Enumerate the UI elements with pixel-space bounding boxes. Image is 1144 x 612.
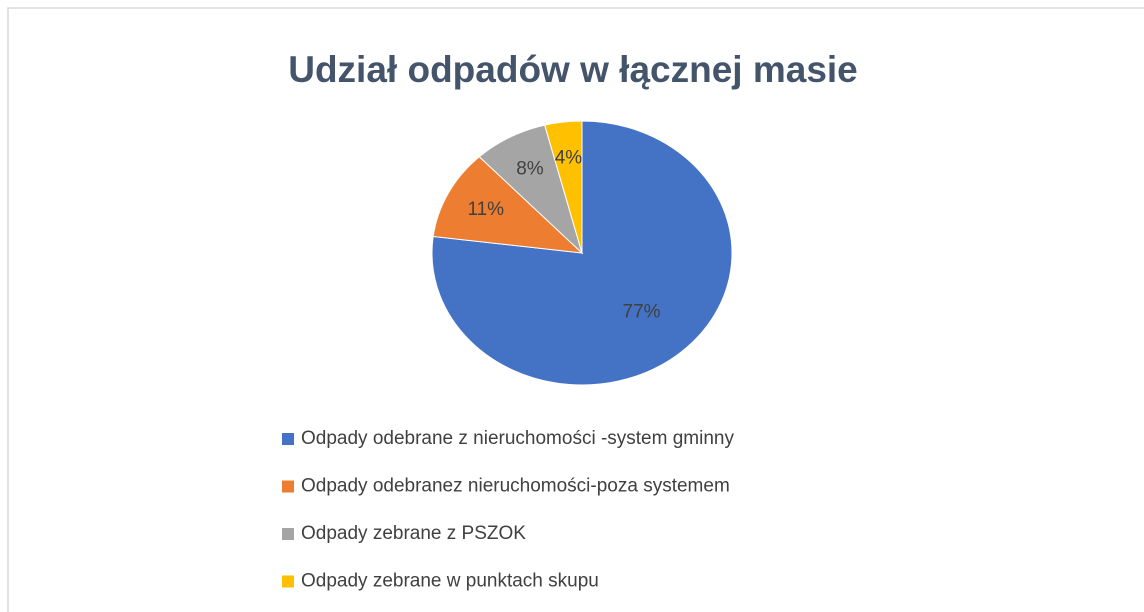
legend-swatch	[282, 575, 294, 588]
data-label: 11%	[467, 199, 504, 220]
legend-swatch	[282, 480, 294, 493]
pie-slice	[544, 120, 583, 254]
legend-label: Odpady zebrane z PSZOK	[301, 523, 526, 544]
pie-slice	[431, 120, 733, 386]
pie-slice	[432, 156, 584, 254]
data-label: 8%	[516, 159, 544, 180]
data-label: 77%	[623, 301, 661, 322]
legend-swatch	[282, 433, 294, 445]
legend-swatch	[282, 528, 294, 540]
legend-label: Odpady odebrane z nieruchomości -system …	[301, 428, 734, 449]
chart-title: Udział odpadów w łącznej masie	[288, 49, 858, 90]
data-label: 4%	[555, 148, 583, 169]
legend-label: Odpady odebranez nieruchomości-poza syst…	[301, 476, 730, 497]
legend-label: Odpady zebrane w punktach skupu	[301, 571, 599, 592]
